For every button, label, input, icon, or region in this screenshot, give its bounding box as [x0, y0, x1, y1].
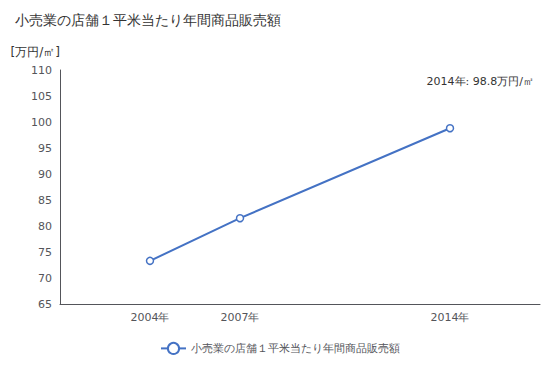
svg-text:70: 70: [38, 272, 52, 285]
svg-text:小売業の店舗１平米当たり年間商品販売額: 小売業の店舗１平米当たり年間商品販売額: [15, 12, 281, 28]
svg-text:2004年: 2004年: [131, 311, 170, 324]
svg-text:85: 85: [38, 194, 52, 207]
svg-text:95: 95: [38, 142, 52, 155]
svg-text:2014年: 98.8万円/㎡: 2014年: 98.8万円/㎡: [427, 75, 534, 88]
svg-text:100: 100: [31, 116, 52, 129]
svg-text:80: 80: [38, 220, 52, 233]
svg-text:小売業の店舗１平米当たり年間商品販売額: 小売業の店舗１平米当たり年間商品販売額: [191, 342, 400, 355]
svg-text:75: 75: [38, 246, 52, 259]
svg-text:2014年: 2014年: [431, 311, 470, 324]
svg-text:110: 110: [31, 64, 52, 77]
svg-text:2007年: 2007年: [221, 311, 260, 324]
svg-text:105: 105: [31, 90, 52, 103]
svg-text:90: 90: [38, 168, 52, 181]
svg-text:[万円/㎡]: [万円/㎡]: [11, 45, 60, 59]
svg-text:65: 65: [38, 298, 52, 311]
